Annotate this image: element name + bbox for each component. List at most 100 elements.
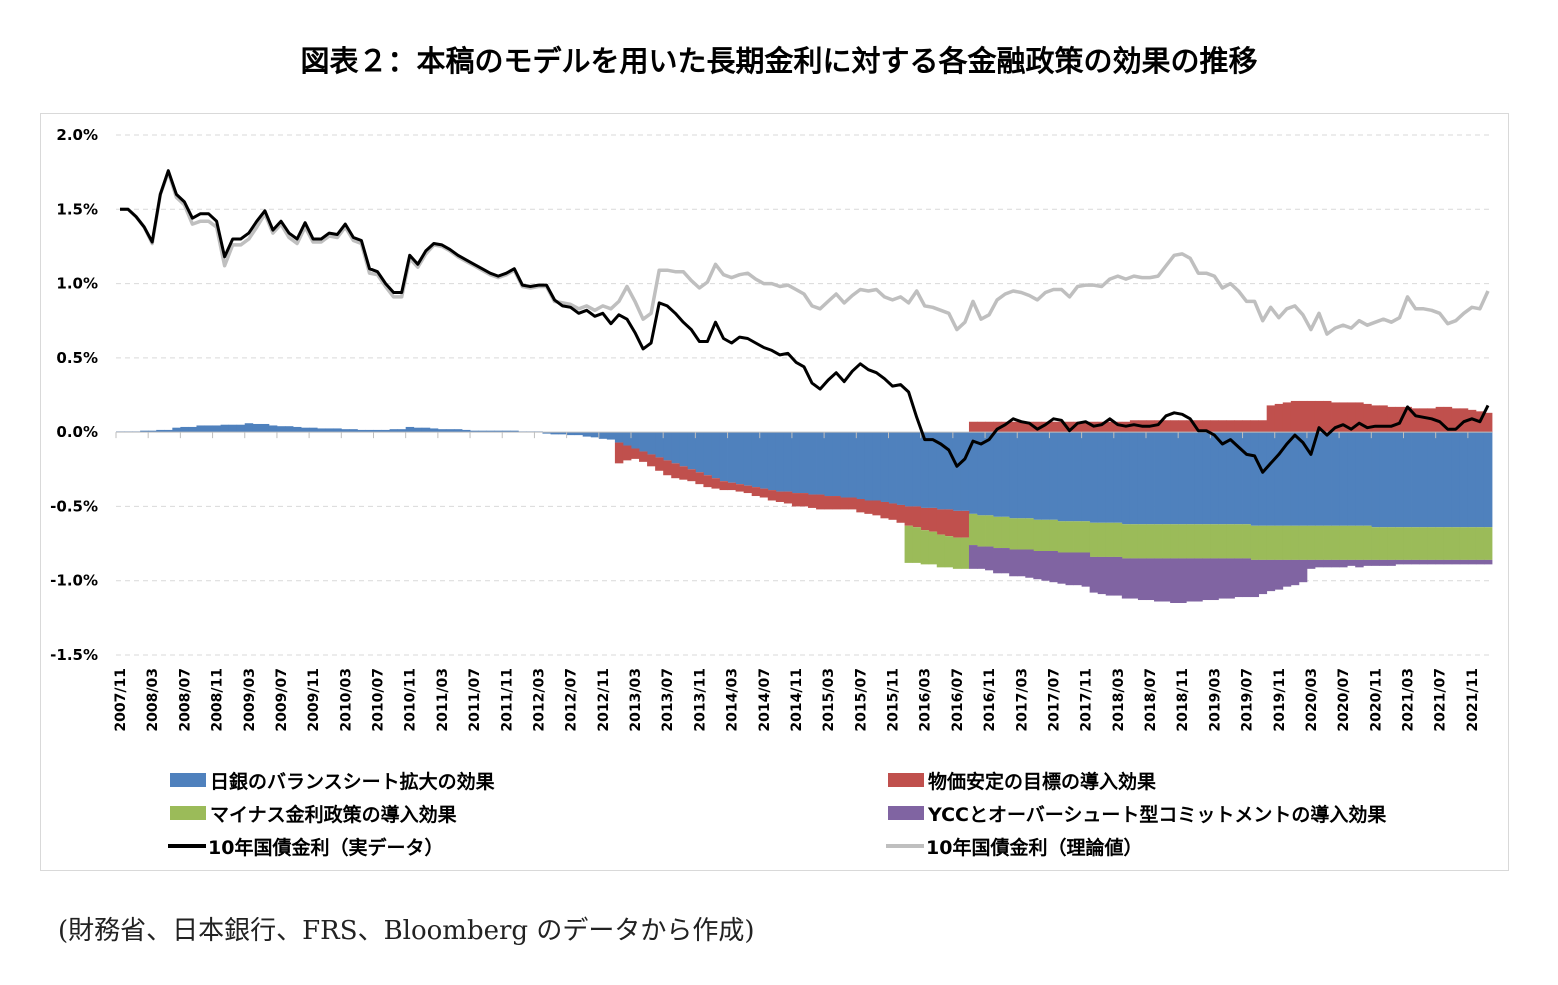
bar — [920, 432, 930, 508]
bar — [1258, 432, 1268, 526]
bar — [1403, 559, 1412, 565]
bar — [671, 432, 680, 464]
bar — [1017, 549, 1026, 577]
bar — [1411, 432, 1420, 528]
x-tick-label: 2017/07 — [1046, 668, 1062, 732]
bar — [1314, 559, 1324, 568]
bar — [1419, 559, 1429, 565]
bar — [1347, 402, 1356, 433]
bar — [268, 425, 278, 433]
bar — [1459, 559, 1469, 565]
bar — [1121, 432, 1131, 525]
bar — [647, 432, 656, 455]
bar — [1009, 518, 1018, 550]
bar — [1403, 432, 1412, 528]
bar — [687, 469, 696, 482]
bar — [574, 432, 584, 436]
bar — [880, 432, 889, 502]
bar — [1266, 559, 1276, 592]
x-tick-label: 2015/11 — [886, 668, 902, 732]
bar — [1331, 432, 1340, 526]
bar — [1467, 409, 1477, 433]
y-tick-label: 2.0% — [56, 126, 98, 144]
bar — [1218, 558, 1227, 599]
x-tick-label: 2021/07 — [1433, 668, 1449, 732]
bar — [1170, 420, 1179, 433]
bar — [453, 429, 463, 433]
bar — [1363, 403, 1372, 433]
bar — [1290, 525, 1300, 560]
bar — [1025, 432, 1034, 519]
bar — [1339, 559, 1348, 568]
bar — [614, 432, 624, 443]
bar — [952, 510, 962, 538]
bar — [1371, 405, 1380, 433]
bar — [1089, 522, 1099, 557]
bar — [421, 427, 431, 433]
bar — [381, 429, 390, 433]
bar — [1226, 558, 1235, 599]
bar — [478, 430, 487, 433]
bar — [252, 423, 262, 433]
bar — [1355, 525, 1364, 560]
bar — [1282, 402, 1292, 433]
bar — [655, 432, 664, 458]
bar — [993, 548, 1002, 574]
bar — [1226, 524, 1235, 559]
x-tick-label: 2019/07 — [1240, 668, 1256, 732]
bar — [783, 432, 793, 492]
bar — [1017, 432, 1026, 519]
bar — [960, 510, 970, 538]
bar — [172, 427, 181, 433]
x-tick-label: 2016/11 — [982, 668, 998, 732]
bar — [1105, 522, 1115, 557]
bar — [630, 448, 640, 459]
bar — [864, 500, 873, 514]
bar — [1451, 432, 1461, 528]
bar — [1097, 432, 1107, 523]
source-note: (財務省、日本銀行、FRS、Bloomberg のデータから作成) — [58, 916, 755, 946]
bar — [687, 432, 696, 470]
bar — [1387, 559, 1396, 566]
bar — [397, 429, 407, 433]
y-tick-label: 0.0% — [56, 423, 98, 441]
bar — [1073, 552, 1083, 586]
bar — [1113, 421, 1123, 433]
bar — [703, 475, 712, 488]
bar — [1483, 527, 1493, 560]
bar — [1298, 432, 1308, 526]
bar — [1323, 400, 1332, 433]
bar — [1194, 558, 1203, 602]
x-tick-label: 2008/03 — [145, 668, 161, 732]
bar — [968, 421, 978, 433]
bar — [1033, 421, 1042, 433]
bar — [1049, 519, 1058, 551]
bar — [1419, 527, 1429, 560]
x-tick-label: 2012/03 — [531, 668, 547, 732]
bar — [1170, 432, 1179, 525]
bar — [1033, 519, 1042, 551]
bar — [1266, 405, 1276, 433]
legend-swatch — [888, 806, 924, 820]
x-tick-label: 2011/07 — [467, 668, 483, 732]
bar — [695, 432, 704, 473]
bar — [977, 546, 986, 569]
bar — [904, 525, 914, 563]
bar — [985, 432, 994, 516]
bar — [679, 466, 688, 480]
bar — [968, 545, 978, 569]
x-tick-label: 2018/03 — [1111, 668, 1127, 732]
bar — [1282, 559, 1292, 587]
bar — [1331, 525, 1340, 560]
y-tick-label: 1.5% — [56, 200, 98, 218]
x-tick-label: 2016/07 — [950, 668, 966, 732]
bar — [1483, 559, 1493, 565]
bar — [1475, 559, 1485, 565]
bar — [1347, 432, 1356, 526]
bar — [816, 494, 825, 510]
bar — [1033, 432, 1042, 520]
bar — [1154, 524, 1163, 559]
bar — [373, 429, 382, 433]
bar — [743, 485, 753, 494]
bar — [735, 484, 745, 492]
